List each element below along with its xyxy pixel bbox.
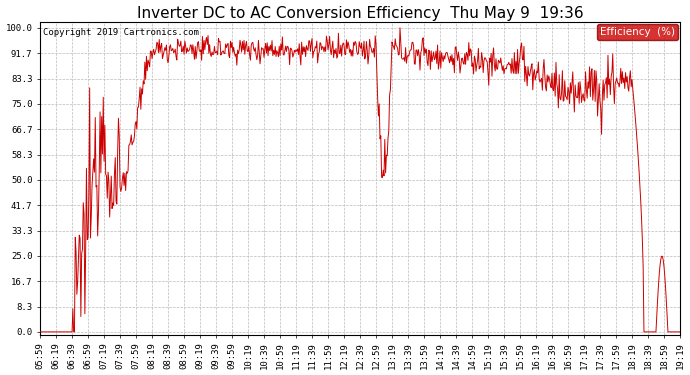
Title: Inverter DC to AC Conversion Efficiency  Thu May 9  19:36: Inverter DC to AC Conversion Efficiency … — [137, 6, 583, 21]
Text: Copyright 2019 Cartronics.com: Copyright 2019 Cartronics.com — [43, 28, 199, 37]
Legend: Efficiency  (%): Efficiency (%) — [597, 24, 678, 40]
